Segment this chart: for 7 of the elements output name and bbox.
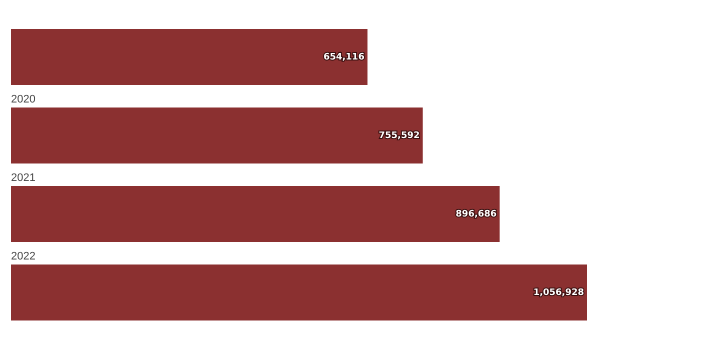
data-label: 896,686 (456, 209, 497, 220)
y-tick-label: 2022 (11, 250, 36, 262)
data-label: 755,592 (378, 130, 420, 141)
data-label: 654,116 (323, 52, 364, 62)
data-label: 1,056,928 (533, 288, 584, 298)
y-tick-label: 2020 (11, 94, 36, 106)
y-tick-label: 2021 (11, 172, 36, 184)
